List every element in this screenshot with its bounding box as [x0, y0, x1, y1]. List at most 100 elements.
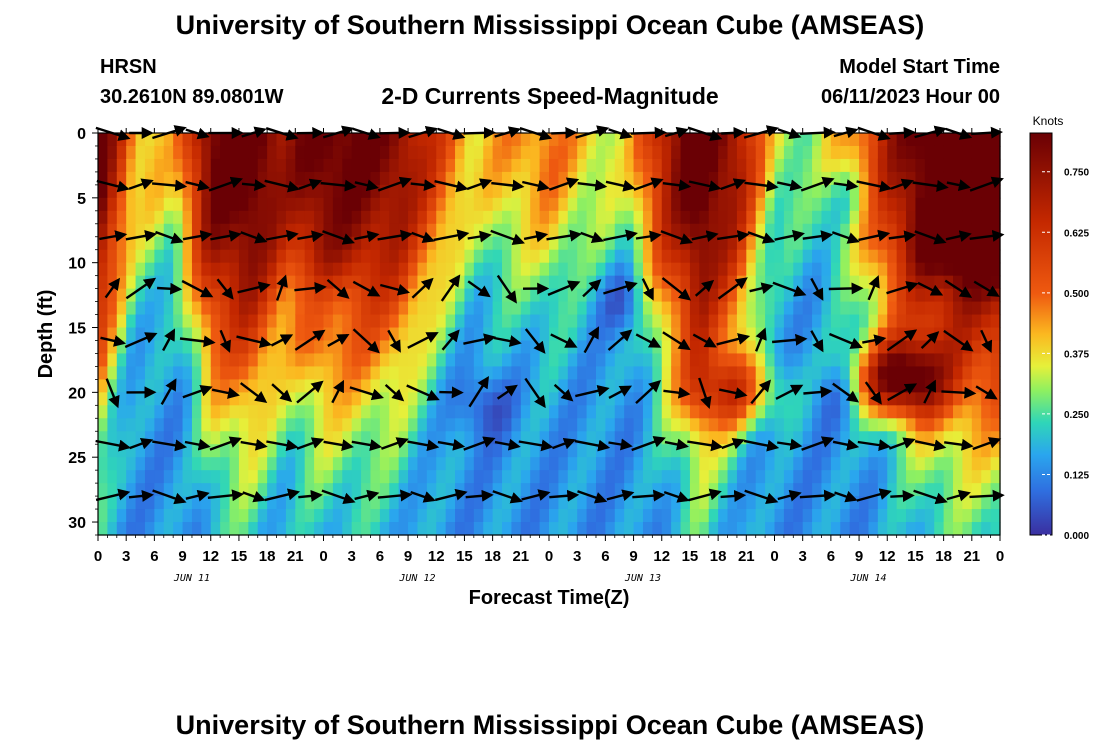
- heatmap-cell: [530, 444, 541, 458]
- heatmap-cell: [163, 223, 174, 238]
- heatmap-cell: [144, 236, 155, 251]
- heatmap-cell: [276, 418, 287, 432]
- heatmap-cell: [502, 353, 513, 368]
- heatmap-cell: [389, 431, 400, 445]
- heatmap-cell: [746, 379, 757, 393]
- heatmap-cell: [220, 210, 231, 225]
- heatmap-cell: [558, 249, 569, 264]
- heatmap-cell: [849, 405, 860, 419]
- heatmap-cell: [163, 457, 174, 471]
- heatmap-cell: [502, 171, 513, 186]
- heatmap-cell: [210, 223, 221, 238]
- heatmap-cell: [361, 158, 372, 173]
- heatmap-cell: [332, 405, 343, 419]
- heatmap-cell: [511, 431, 522, 445]
- heatmap-cell: [567, 405, 578, 419]
- heatmap-cell: [473, 158, 484, 173]
- heatmap-cell: [915, 158, 926, 173]
- heatmap-cell: [830, 457, 841, 471]
- heatmap-cell: [445, 158, 456, 173]
- heatmap-cell: [173, 262, 184, 277]
- heatmap-cell: [351, 249, 362, 264]
- heatmap-cell: [765, 366, 776, 380]
- current-vector: [663, 490, 690, 503]
- current-vector: [663, 386, 691, 399]
- heatmap-cell: [699, 197, 710, 212]
- heatmap-cell: [953, 405, 964, 419]
- heatmap-cell: [135, 314, 146, 329]
- heatmap-cell: [783, 171, 794, 186]
- heatmap-cell: [755, 262, 766, 277]
- heatmap-cell: [868, 353, 879, 368]
- heatmap-cell: [934, 340, 945, 355]
- x-tick-label: 3: [348, 548, 356, 565]
- heatmap-cell: [98, 288, 108, 303]
- heatmap-cell: [426, 223, 437, 238]
- heatmap-cell: [173, 379, 184, 393]
- heatmap-cell: [802, 288, 813, 303]
- heatmap-cell: [887, 457, 898, 471]
- heatmap-cell: [267, 184, 278, 199]
- heatmap-cell: [868, 301, 879, 316]
- x-tick-label: 6: [376, 548, 384, 565]
- heatmap-cell: [774, 392, 785, 406]
- colorbar-tick-label: 0.375: [1064, 349, 1089, 360]
- heatmap-cell: [915, 418, 926, 432]
- heatmap-cell: [304, 327, 315, 342]
- heatmap-cell: [906, 470, 917, 484]
- heatmap-cell: [135, 133, 146, 147]
- heatmap-cell: [426, 145, 437, 160]
- current-vector: [104, 277, 121, 299]
- heatmap-cell: [483, 236, 494, 251]
- heatmap-cell: [539, 431, 550, 445]
- heatmap-cell: [191, 145, 202, 160]
- heatmap-cell: [736, 496, 747, 510]
- heatmap-cell: [107, 158, 118, 173]
- heatmap-cell: [426, 340, 437, 355]
- heatmap-cell: [830, 340, 841, 355]
- heatmap-cell: [746, 457, 757, 471]
- heatmap-cell: [689, 210, 700, 225]
- heatmap-cell: [661, 522, 672, 536]
- heatmap-cell: [981, 184, 992, 199]
- heatmap-cell: [276, 249, 287, 264]
- heatmap-cell: [830, 171, 841, 186]
- heatmap-cell: [896, 522, 907, 536]
- heatmap-cell: [859, 405, 870, 419]
- heatmap-cell: [238, 470, 249, 484]
- heatmap-cell: [220, 327, 231, 342]
- heatmap-cell: [708, 158, 719, 173]
- heatmap-cell: [229, 184, 240, 199]
- heatmap-cell: [455, 340, 466, 355]
- current-vector: [294, 329, 326, 351]
- heatmap-cell: [276, 509, 287, 523]
- heatmap-cell: [624, 509, 635, 523]
- heatmap-cell: [511, 444, 522, 458]
- heatmap-cell: [464, 353, 475, 368]
- x-tick-label: 0: [319, 548, 327, 565]
- heatmap-cell: [877, 392, 888, 406]
- heatmap-cell: [783, 158, 794, 173]
- current-vector: [635, 379, 662, 404]
- heatmap-cell: [614, 158, 625, 173]
- heatmap-cell: [210, 145, 221, 160]
- heatmap-cell: [191, 353, 202, 368]
- heatmap-cell: [934, 379, 945, 393]
- heatmap-cell: [389, 145, 400, 160]
- heatmap-cell: [887, 314, 898, 329]
- current-vector: [888, 437, 916, 450]
- heatmap-cell: [680, 431, 691, 445]
- heatmap-cell: [210, 470, 221, 484]
- heatmap-cell: [445, 457, 456, 471]
- heatmap-cell: [896, 470, 907, 484]
- heatmap-cell: [718, 314, 729, 329]
- heatmap-cell: [680, 444, 691, 458]
- heatmap-cell: [849, 288, 860, 303]
- heatmap-cell: [708, 392, 719, 406]
- heatmap-cell: [473, 197, 484, 212]
- heatmap-cell: [718, 249, 729, 264]
- heatmap-cell: [915, 470, 926, 484]
- heatmap-cell: [774, 249, 785, 264]
- heatmap-cell: [191, 366, 202, 380]
- heatmap-cell: [774, 197, 785, 212]
